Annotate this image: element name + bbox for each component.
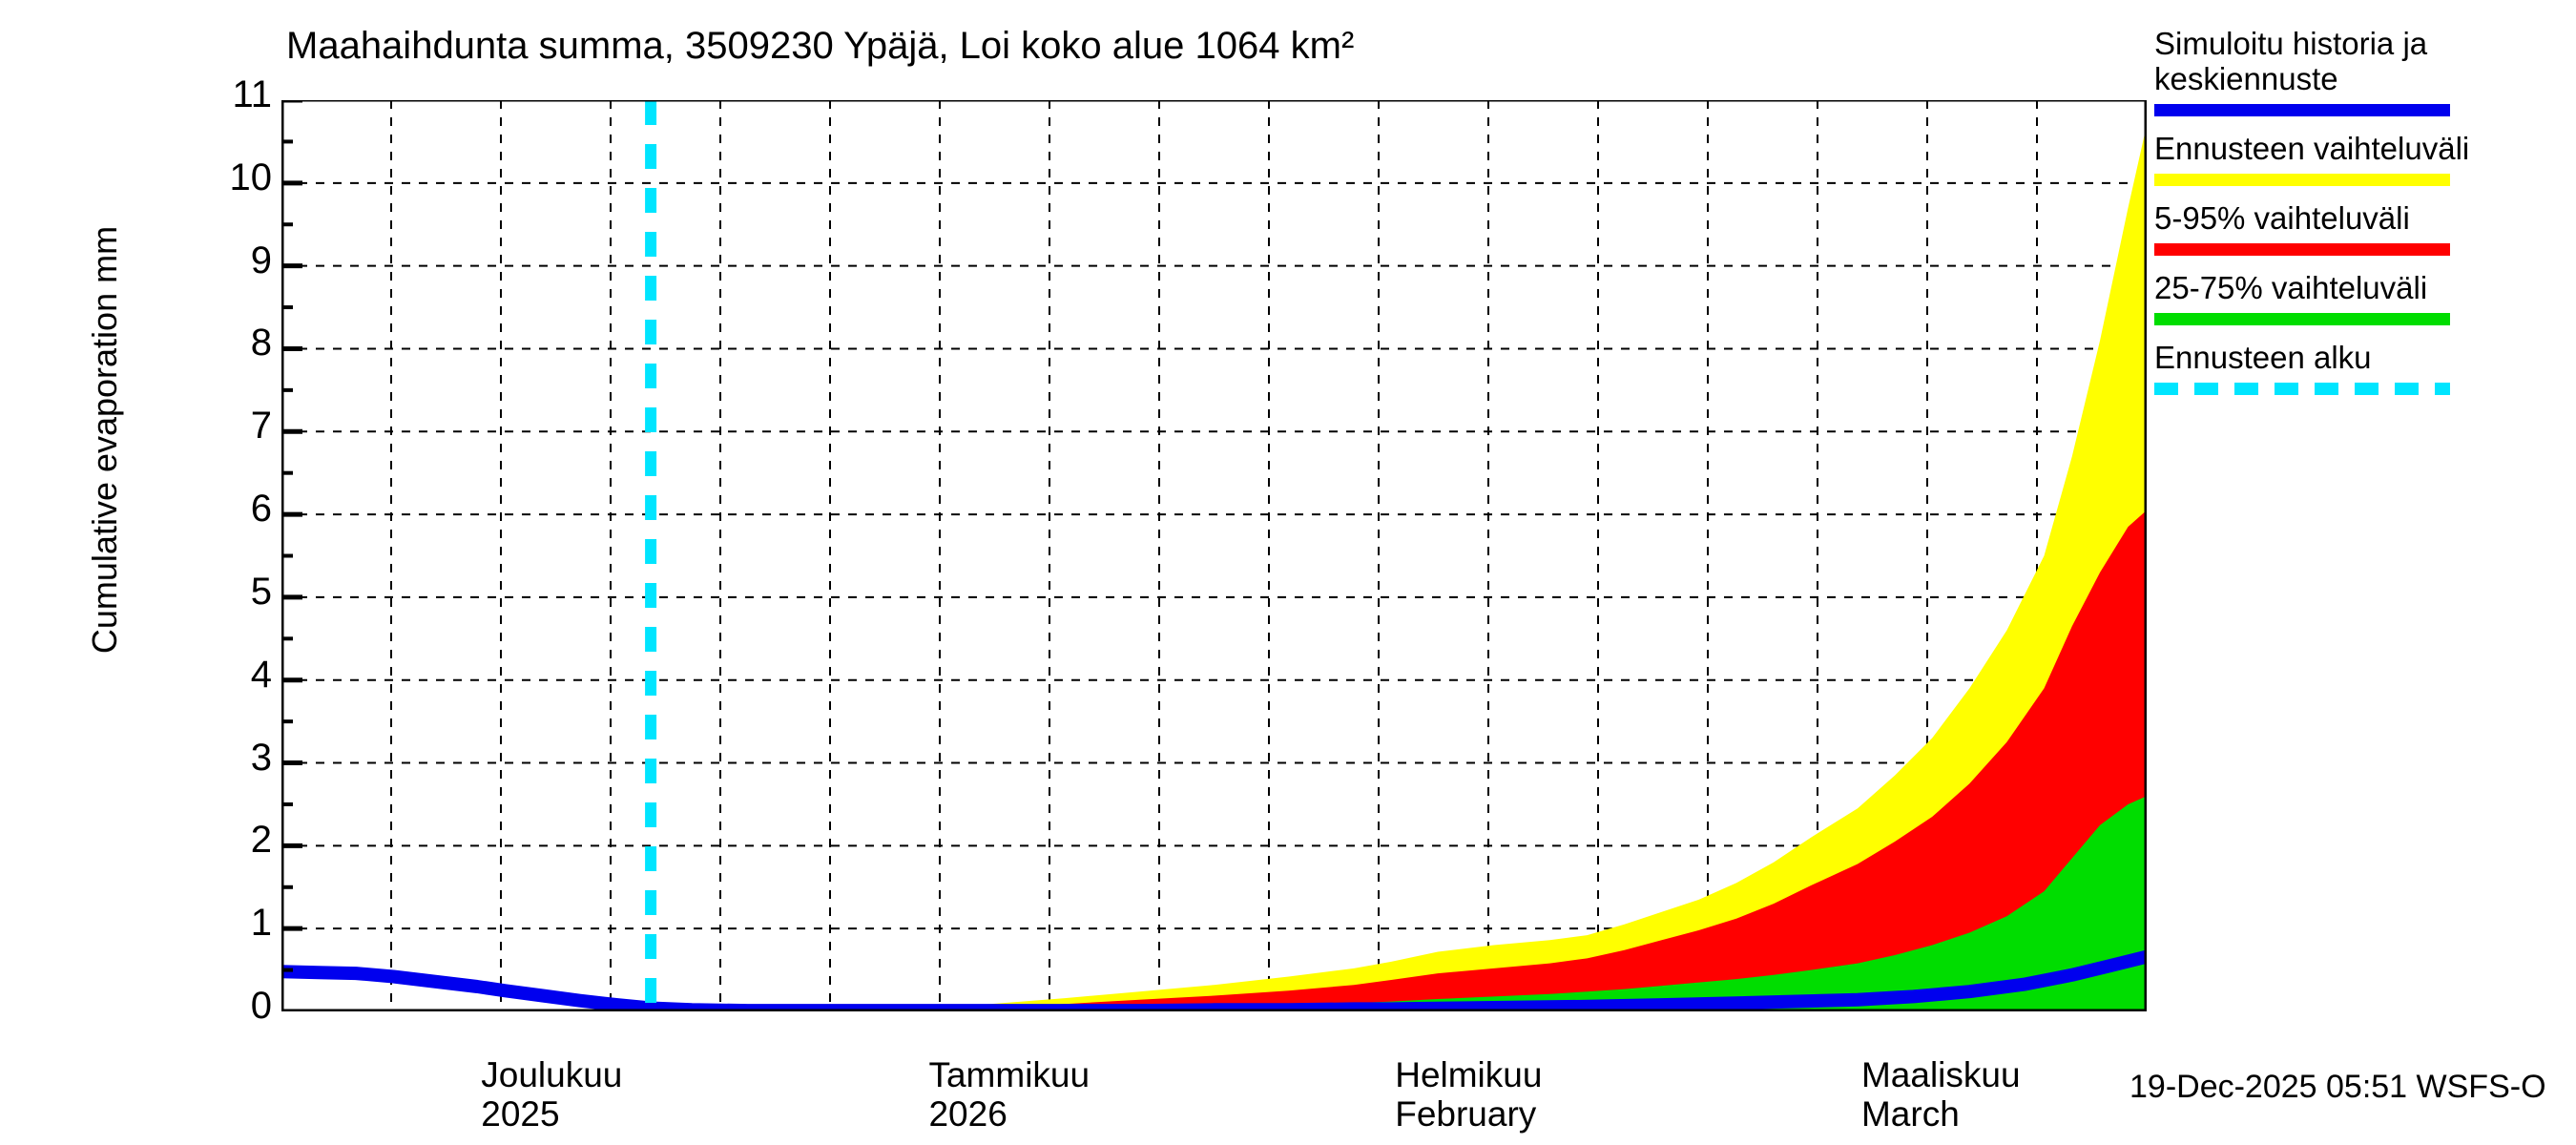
legend-label: 5-95% vaihteluväli [2154,199,2410,236]
y-tick-label: 2 [250,819,272,862]
y-tick-label: 3 [250,736,272,779]
y-tick-label: 8 [250,322,272,364]
x-tick-label-line2: 2026 [928,1094,1008,1135]
x-tick-label-line1: Helmikuu [1395,1055,1543,1094]
legend-swatch [2154,242,2450,256]
page-title: Maahaihdunta summa, 3509230 Ypäjä, Loi k… [286,25,1355,67]
legend: Simuloitu historia ja keskiennuste Ennust… [2154,26,2574,410]
legend-label: Simuloitu historia ja keskiennuste [2154,26,2428,96]
x-tick-label: Maaliskuu March [1861,1055,2021,1135]
legend-item: Ennusteen alku [2154,339,2574,395]
y-tick-label: 9 [250,239,272,281]
x-tick-label: Helmikuu February [1395,1055,1542,1135]
forecast-bands [651,125,2147,1011]
timestamp-stamp: 19-Dec-2025 05:51 WSFS-O [2129,1069,2546,1105]
y-tick-label: 0 [250,985,272,1027]
y-tick-label: 4 [250,653,272,696]
x-tick-label-line2: March [1860,1094,1960,1135]
legend-item: Ennusteen vaihteluväli [2154,130,2574,186]
legend-item: 5-95% vaihteluväli [2154,199,2574,256]
legend-label: Ennusteen alku [2154,339,2372,375]
y-axis-ticks [281,100,302,1011]
x-tick-label-line1: Tammikuu [928,1055,1091,1094]
legend-label: 25-75% vaihteluväli [2154,269,2428,305]
legend-swatch [2154,382,2450,395]
y-tick-label: 6 [250,488,272,531]
x-tick-label-line1: Maaliskuu [1860,1055,2021,1094]
legend-swatch [2154,173,2450,186]
y-tick-label: 10 [229,156,273,198]
x-tick-label-line1: Joulukuu [481,1055,623,1094]
y-tick-label: 7 [250,405,272,448]
legend-swatch [2154,103,2450,116]
y-tick-label: 1 [250,902,272,945]
legend-item: 25-75% vaihteluväli [2154,269,2574,325]
plot-area [281,100,2147,1011]
x-tick-label-line2: 2025 [481,1094,560,1135]
legend-label: Ennusteen vaihteluväli [2154,130,2470,166]
x-tick-label: Tammikuu 2026 [928,1055,1090,1135]
evaporation-fan-chart [281,100,2147,1011]
y-tick-label: 11 [232,73,272,115]
legend-swatch [2154,312,2450,325]
x-tick-label: Joulukuu 2025 [481,1055,622,1135]
y-axis-title: Cumulative evaporation mm [85,225,124,655]
y-tick-label: 5 [250,570,272,613]
legend-item: Simuloitu historia ja keskiennuste [2154,26,2574,116]
x-tick-label-line2: February [1395,1094,1537,1135]
